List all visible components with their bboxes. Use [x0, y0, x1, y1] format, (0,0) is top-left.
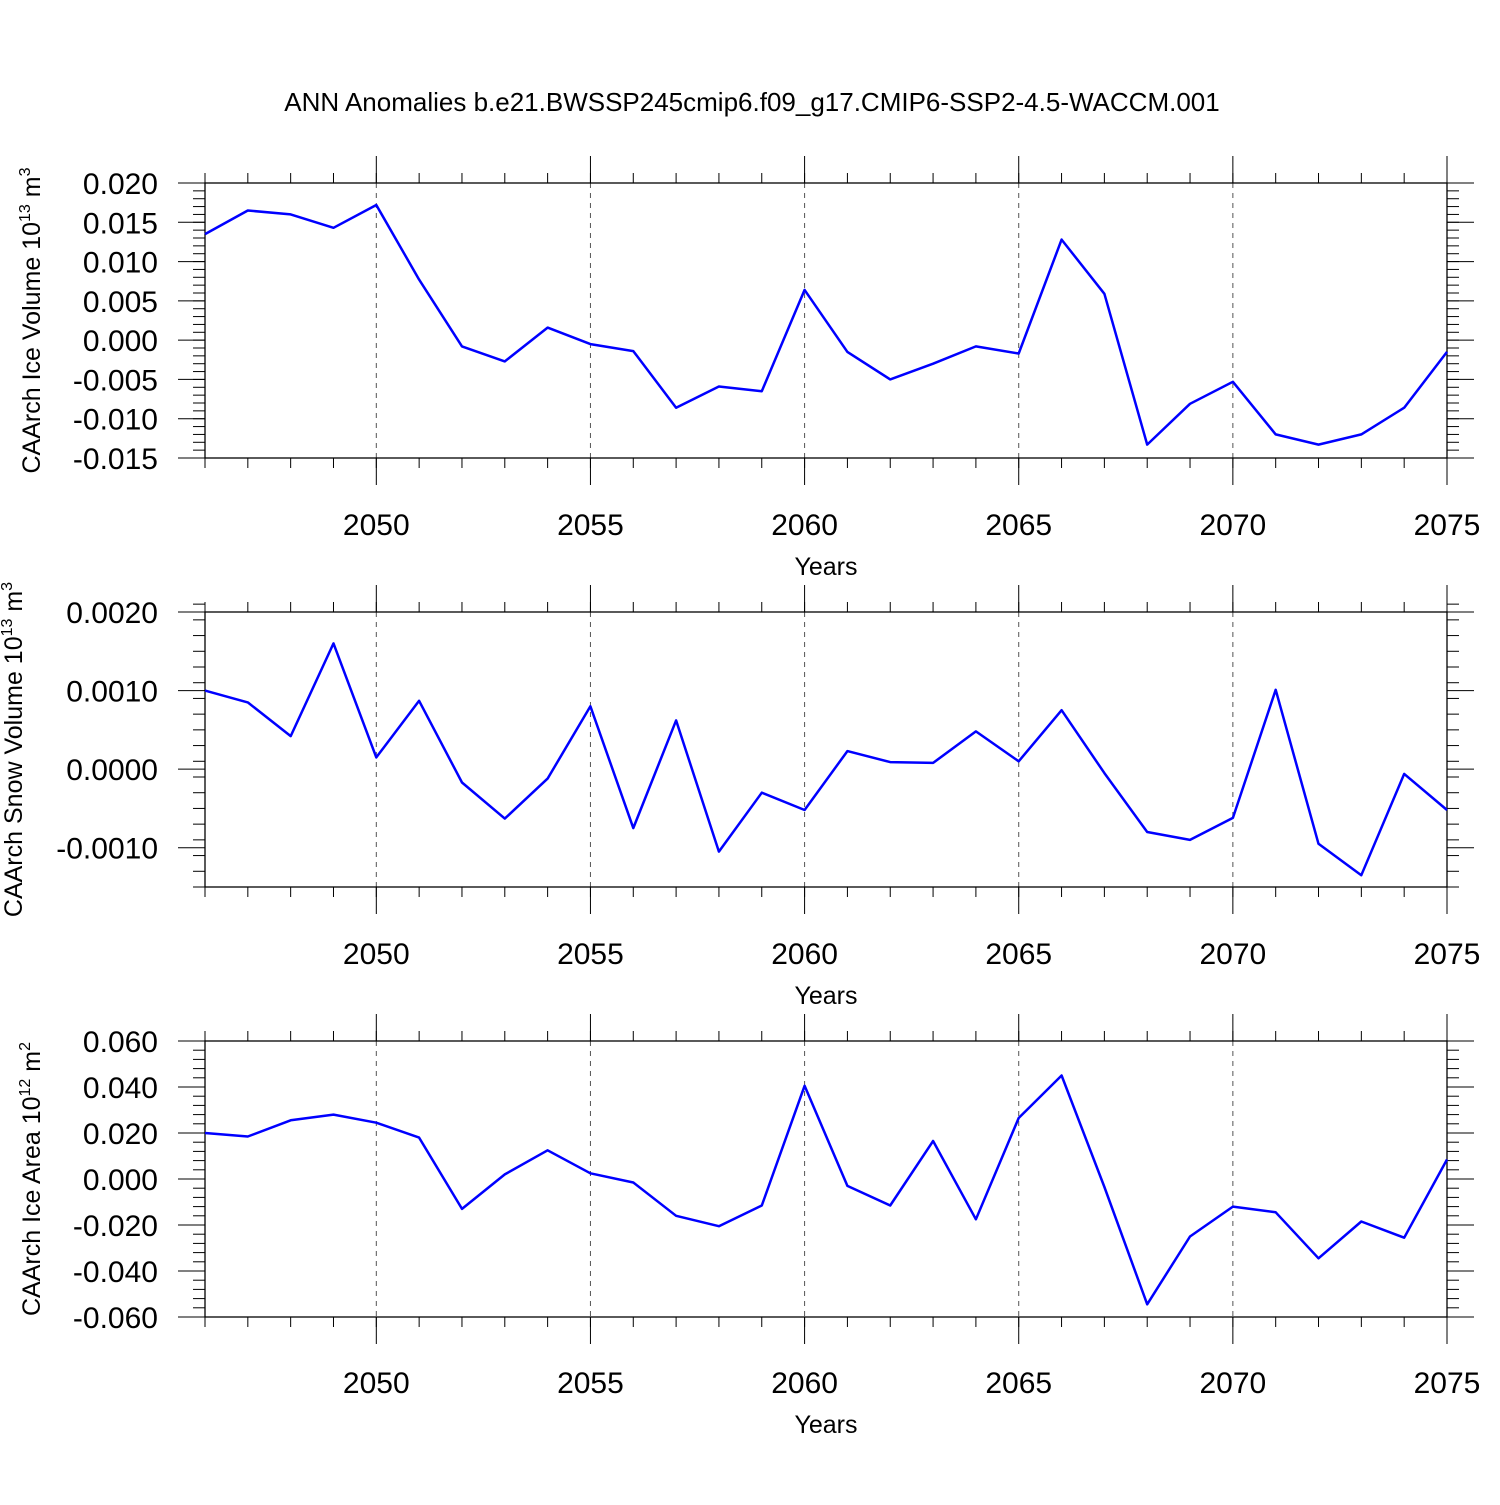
y-tick-label: -0.010 [73, 404, 158, 437]
x-tick-label: 2050 [343, 509, 410, 542]
y-tick-label: 0.060 [83, 1026, 158, 1059]
x-tick-label: 2060 [771, 509, 838, 542]
x-axis-title: Years [794, 982, 857, 1010]
y-tick-label: -0.040 [73, 1256, 158, 1289]
plot-frame [204, 1040, 1448, 1318]
x-tick-label: 2060 [771, 1367, 838, 1400]
y-tick-label: -0.0010 [56, 833, 158, 866]
y-tick-label: 0.015 [83, 207, 158, 240]
y-tick-label: -0.015 [73, 443, 158, 476]
y-axis-title: CAArch Ice Area 1012 m2 [17, 1042, 46, 1316]
x-tick-label: 2065 [985, 509, 1052, 542]
y-tick-label: 0.005 [83, 286, 158, 319]
y-tick-label: 0.000 [83, 1164, 158, 1197]
y-tick-label: 0.010 [83, 247, 158, 280]
x-tick-label: 2070 [1199, 1367, 1266, 1400]
x-tick-label: 2070 [1199, 938, 1266, 971]
y-axis-title: CAArch Ice Volume 1013 m3 [17, 167, 46, 473]
series-line [204, 642, 1448, 877]
y-tick-label: 0.020 [83, 168, 158, 201]
chart-panel-3: 2050 2055 2060 2065 2070 2075 0.060 0.040 0.020 0… [17, 1014, 1480, 1439]
x-tick-label: 2055 [557, 938, 624, 971]
y-tick-label: 0.000 [83, 325, 158, 358]
x-tick-label: 2070 [1199, 509, 1266, 542]
series-line [204, 203, 1448, 446]
x-tick-label: 2075 [1414, 938, 1481, 971]
x-axis-title: Years [794, 1411, 857, 1439]
x-tick-label: 2075 [1414, 509, 1481, 542]
y-tick-label: -0.060 [73, 1302, 158, 1335]
series-line [204, 1074, 1449, 1306]
x-tick-label: 2060 [771, 938, 838, 971]
x-tick-label: 2065 [985, 938, 1052, 971]
plot-frame [204, 182, 1448, 459]
x-tick-label: 2075 [1414, 1367, 1481, 1400]
y-tick-label: -0.005 [73, 364, 158, 397]
x-tick-label: 2050 [343, 1367, 410, 1400]
x-tick-label: 2065 [985, 1367, 1052, 1400]
x-tick-label: 2055 [557, 509, 624, 542]
y-tick-label: 0.0000 [66, 754, 158, 787]
x-axis-title: Years [794, 553, 857, 581]
y-tick-label: 0.020 [83, 1118, 158, 1151]
plot-frame [204, 611, 1448, 888]
y-tick-label: 0.040 [83, 1072, 158, 1105]
y-tick-label: 0.0020 [66, 597, 158, 630]
chart-panel-1: 2050 2055 2060 2065 2070 2075 0.020 0.015 0.010 0… [17, 156, 1480, 581]
chart-title: ANN Anomalies b.e21.BWSSP245cmip6.f09_g1… [284, 87, 1219, 117]
x-tick-label: 2055 [557, 1367, 624, 1400]
y-tick-label: 0.0010 [66, 676, 158, 709]
y-axis-title: CAArch Snow Volume 1013 m3 [0, 582, 28, 917]
x-tick-label: 2050 [343, 938, 410, 971]
chart-panel-2: 2050 2055 2060 2065 2070 2075 0.0020 0.0010 0.00… [0, 582, 1480, 1010]
y-tick-label: -0.020 [73, 1210, 158, 1243]
